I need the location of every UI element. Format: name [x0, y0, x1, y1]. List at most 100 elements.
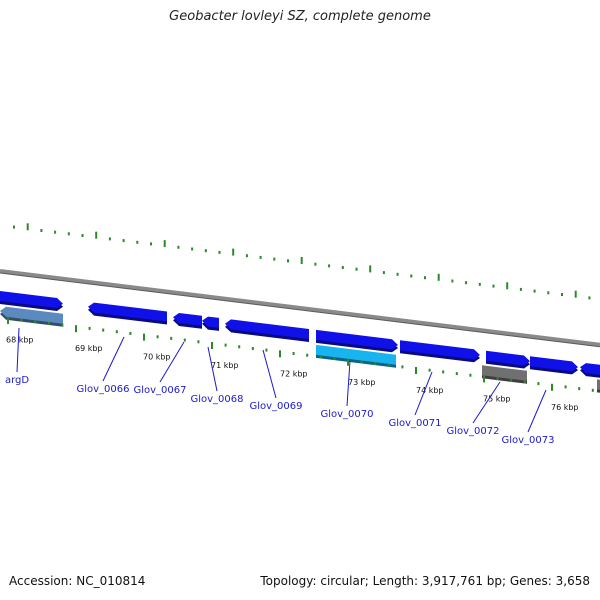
minor-tick	[259, 255, 262, 259]
scale-minor-tick	[374, 362, 377, 365]
gene-label-text: Glov_0073	[501, 435, 554, 446]
minor-tick	[588, 296, 591, 300]
gene-leader-line	[16, 327, 20, 373]
gene-label-glov_0067: Glov_0067	[133, 341, 187, 396]
major-tick	[232, 248, 235, 256]
scale-label: 69 kbp	[75, 344, 103, 353]
minor-tick	[204, 249, 207, 253]
scale-label: 73 kbp	[348, 378, 376, 387]
gene-arrow-body	[486, 350, 530, 366]
scale-minor-tick	[34, 320, 37, 324]
minor-tick	[108, 237, 111, 241]
scale-minor-tick	[292, 352, 295, 355]
scale-major-tick	[211, 342, 213, 349]
gene-arrow-14	[597, 379, 600, 393]
gene-arrow-body	[530, 356, 578, 372]
gene-arrow-1	[0, 306, 63, 327]
gene-arrow-body	[88, 302, 167, 322]
minor-tick	[519, 287, 522, 291]
gene-label-glov_0066: Glov_0066	[76, 336, 130, 395]
scale-minor-tick	[265, 348, 268, 352]
gene-label-text: Glov_0070	[320, 409, 373, 420]
gene-label-glov_0072: Glov_0072	[446, 381, 501, 437]
gene-arrow-9	[400, 340, 480, 363]
scale-label: 74 kbp	[416, 386, 444, 395]
minor-tick	[478, 282, 481, 286]
scale-tick-ring	[7, 316, 594, 392]
scale-major-tick	[7, 316, 9, 324]
scale-minor-tick	[564, 385, 567, 389]
minor-tick	[561, 293, 563, 296]
gene-leader-line	[262, 349, 277, 399]
scale-minor-tick	[537, 382, 540, 386]
minor-tick	[492, 284, 495, 288]
minor-tick	[410, 274, 413, 278]
major-tick	[95, 231, 98, 239]
scale-minor-tick	[496, 377, 499, 381]
scale-major-tick	[483, 375, 485, 383]
gene-arrow-3	[88, 302, 167, 325]
scale-minor-tick	[20, 318, 23, 322]
minor-tick	[245, 254, 248, 258]
gene-arrow-12	[530, 356, 578, 375]
minor-tick	[396, 272, 399, 276]
scale-minor-tick	[183, 338, 186, 342]
gene-arrow-7	[316, 329, 398, 353]
minor-tick	[533, 289, 536, 293]
scale-label: 70 kbp	[143, 353, 171, 362]
genome-backbone	[0, 269, 600, 348]
minor-tick	[314, 262, 317, 266]
backbone-line	[0, 269, 600, 347]
gene-leader-line	[527, 389, 547, 433]
minor-tick	[328, 264, 331, 268]
major-tick	[437, 273, 440, 281]
minor-tick	[122, 239, 125, 243]
gene-label-text: Glov_0067	[133, 385, 186, 396]
major-tick	[300, 257, 303, 264]
scale-minor-tick	[442, 370, 445, 374]
scale-major-tick	[415, 367, 417, 374]
genome-stats-text: Topology: circular; Length: 3,917,761 bp…	[260, 574, 590, 588]
scale-major-tick	[279, 350, 281, 358]
gene-arrow-11	[482, 365, 527, 384]
gene-leader-line	[414, 371, 433, 416]
minor-tick	[273, 257, 276, 261]
gene-arrow-body	[482, 365, 527, 381]
scale-minor-tick	[170, 336, 173, 340]
scale-labels: 68 kbp 69 kbp 70 kbp 71 kbp 72 kbp 73 kbp 74 k…	[6, 336, 579, 412]
gene-arrow-body	[225, 319, 309, 339]
gene-arrow-10	[486, 350, 530, 369]
minor-tick	[136, 240, 139, 244]
backbone-shadow	[0, 272, 600, 348]
minor-tick	[191, 247, 194, 251]
minor-tick	[67, 232, 70, 236]
minor-tick	[287, 259, 289, 263]
scale-minor-tick	[115, 330, 118, 334]
scale-minor-tick	[224, 343, 227, 347]
minor-tick	[177, 245, 180, 249]
scale-minor-tick	[428, 368, 431, 372]
gene-arrow-4	[173, 313, 202, 329]
scale-minor-tick	[61, 323, 64, 327]
gene-arrow-body	[580, 363, 600, 375]
scale-label: 76 kbp	[551, 403, 579, 412]
scale-minor-tick	[88, 326, 91, 330]
minor-tick	[355, 267, 358, 271]
scale-minor-tick	[197, 340, 200, 344]
gene-leader-line	[159, 341, 185, 383]
scale-label: 71 kbp	[211, 361, 239, 370]
minor-tick	[465, 281, 468, 285]
major-tick	[163, 240, 166, 248]
minor-tick	[547, 291, 550, 295]
gene-label-argd: argD	[5, 327, 29, 386]
gene-arrow-6	[225, 319, 309, 342]
gene-arrow-body	[597, 379, 600, 390]
scale-minor-tick	[47, 321, 50, 325]
scale-minor-tick	[591, 388, 594, 392]
gene-label-text: Glov_0068	[190, 394, 243, 405]
scale-minor-tick	[102, 328, 105, 332]
scale-minor-tick	[469, 373, 472, 377]
gene-label-glov_0069: Glov_0069	[249, 349, 303, 412]
scale-major-tick	[75, 325, 77, 333]
